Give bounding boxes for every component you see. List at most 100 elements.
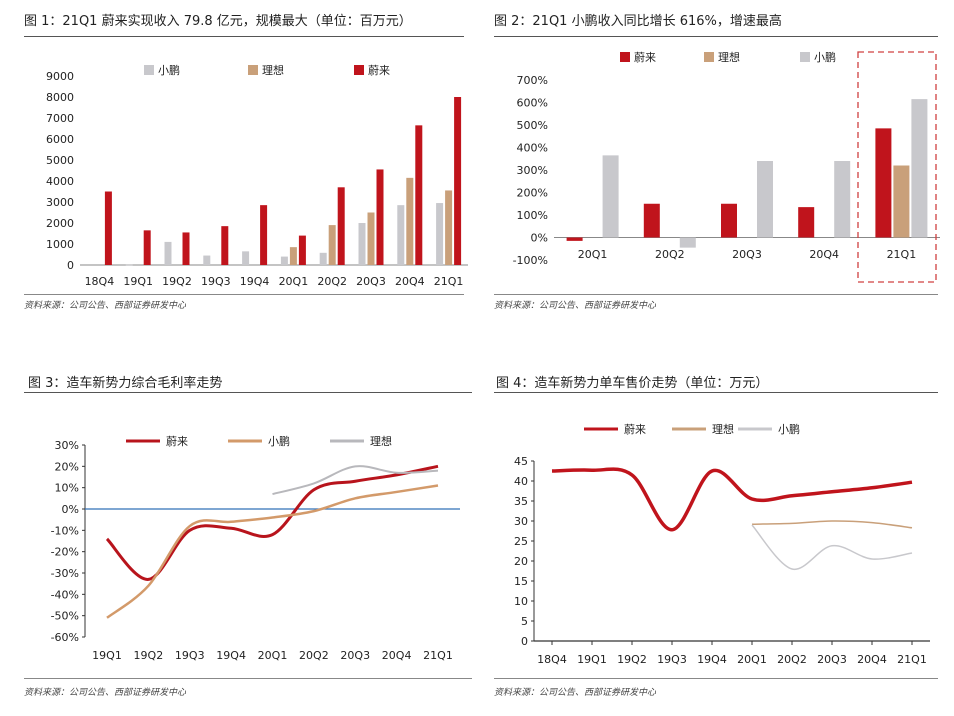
bar-li-21q1 [893,165,910,238]
series-line-xpeng [751,524,913,570]
y-tick-label: 15 [514,575,528,588]
bar-li-21q1 [445,190,453,265]
x-tick-label-20q4: 20Q4 [857,653,887,666]
y-tick-label: 0 [67,259,74,272]
figure-3-title: 图 3：造车新势力综合毛利率走势 [28,376,223,391]
bar-xpeng-19q2 [164,241,172,265]
bar-xpeng-20q4 [397,205,405,265]
figure-3-title-rule [24,392,472,393]
series-line-li [751,520,913,529]
series-line-nio [551,467,913,532]
figure-4-source: 资料来源：公司公告、西部证券研发中心 [494,688,657,698]
y-tick-label: -30% [51,567,79,580]
x-tick-label-19q1: 19Q1 [92,649,122,662]
y-tick-label: 35 [514,495,528,508]
x-tick-label-19q2: 19Q2 [162,275,192,288]
bar-nio-19q2 [182,232,190,265]
y-tick-label: 0% [531,232,548,245]
bar-xpeng-20q1 [602,155,619,238]
bar-xpeng-20q3 [358,223,366,265]
legend-swatch-li [704,52,714,62]
series-line-xpeng [106,484,439,619]
figure-2-title: 图 2：21Q1 小鹏收入同比增长 616%，增速最高 [494,14,782,29]
y-tick-label: 9000 [46,70,74,83]
y-tick-label: -60% [51,631,79,644]
y-tick-label: 700% [517,74,548,87]
x-tick-label-20q2: 20Q2 [317,275,347,288]
y-tick-label: 6000 [46,133,74,146]
bar-xpeng-19q4 [242,251,250,265]
y-tick-label: 10% [55,482,79,495]
x-tick-label-20q1: 20Q1 [279,275,309,288]
x-tick-label-21q1: 21Q1 [423,649,453,662]
y-tick-label: 5 [521,615,528,628]
y-tick-label: 600% [517,97,548,110]
y-tick-label: 0% [62,503,79,516]
y-tick-label: -10% [51,524,79,537]
legend-label-xpeng: 小鹏 [814,51,836,64]
x-tick-label-19q3: 19Q3 [201,275,231,288]
x-tick-label-19q4: 19Q4 [216,649,246,662]
bar-nio-20q3 [721,203,737,238]
y-tick-label: 4000 [46,175,74,188]
bar-nio-20q1 [298,235,306,265]
y-tick-label: 100% [517,209,548,222]
legend-label-xpeng: 小鹏 [778,423,800,436]
x-tick-label-20q4: 20Q4 [809,248,839,261]
figure-2-source-rule [494,294,938,295]
bar-xpeng-19q1 [125,264,133,266]
bar-xpeng-20q2 [679,237,696,248]
figure-3-source-rule [24,678,472,679]
x-tick-label-19q2: 19Q2 [134,649,164,662]
bar-xpeng-21q1 [911,99,928,238]
legend-label-nio: 蔚来 [624,423,646,436]
legend-label-nio: 蔚来 [634,51,656,64]
legend-label-nio: 蔚来 [368,64,390,77]
y-tick-label: 25 [514,535,528,548]
y-tick-label: -40% [51,588,79,601]
y-tick-label: 40 [514,475,528,488]
series-line-nio [105,464,439,581]
legend-swatch-xpeng [800,52,810,62]
y-tick-label: 5000 [46,154,74,167]
highlight-21q1-box [857,51,937,283]
bar-nio-18q4 [104,191,112,265]
y-tick-label: 30% [55,439,79,452]
y-tick-label: 300% [517,164,548,177]
legend-swatch-nio [354,65,364,75]
figure-2-chart: 蔚来 理想 小鹏 -100% 0% 100% 200% 300% 400% 500% 600% 700… [513,50,940,283]
bar-li-20q3 [367,212,375,265]
figure-2-title-rule [494,36,938,37]
x-tick-label-18q4: 18Q4 [537,653,567,666]
y-tick-label: 1000 [46,238,74,251]
y-tick-label: 500% [517,119,548,132]
bar-nio-20q3 [376,169,384,265]
figure-4-title-rule [494,392,938,393]
figure-1-title: 图 1：21Q1 蔚来实现收入 79.8 亿元，规模最大（单位：百万元） [24,14,412,29]
figure-1-chart: 小鹏 理想 蔚来 0 1000 2000 3000 4000 5000 6000 7000 8000 9… [46,63,468,288]
y-tick-label: 20% [55,460,79,473]
legend-label-nio: 蔚来 [166,435,188,448]
x-tick-label-20q3: 20Q3 [340,649,370,662]
legend-label-xpeng: 小鹏 [268,435,290,448]
x-tick-label-20q1: 20Q1 [258,649,288,662]
x-tick-label-20q2: 20Q2 [777,653,807,666]
x-tick-label-19q3: 19Q3 [657,653,687,666]
figure-1-source: 资料来源：公司公告、西部证券研发中心 [24,301,187,311]
bar-nio-19q4 [260,205,268,265]
x-tick-label-20q3: 20Q3 [817,653,847,666]
x-tick-label-20q3: 20Q3 [732,248,762,261]
y-tick-label: 10 [514,595,528,608]
y-tick-label: 7000 [46,112,74,125]
legend-label-li: 理想 [262,63,284,77]
x-tick-label-20q2: 20Q2 [299,649,329,662]
x-tick-label-19q2: 19Q2 [617,653,647,666]
figure-1-source-rule [24,294,464,295]
y-tick-label: -100% [513,254,548,267]
x-tick-label-19q4: 19Q4 [240,275,270,288]
x-tick-label-18q4: 18Q4 [85,275,115,288]
x-tick-label-21q1: 21Q1 [897,653,927,666]
y-tick-label: 8000 [46,91,74,104]
y-tick-label: -20% [51,546,79,559]
bar-nio-20q2 [337,187,345,265]
